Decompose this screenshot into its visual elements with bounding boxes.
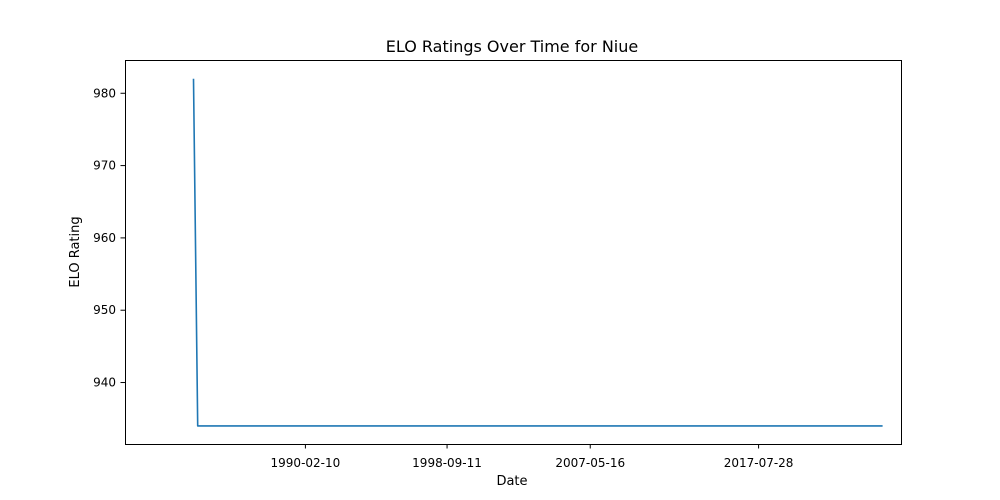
y-tick-label: 980 [93, 86, 116, 100]
y-tick-label: 960 [93, 231, 116, 245]
y-axis-label: ELO Rating [68, 216, 83, 287]
y-tick-label: 940 [93, 376, 116, 390]
y-tick-label: 950 [93, 303, 116, 317]
x-axis-label: Date [496, 474, 527, 489]
x-tick-label: 2007-05-16 [555, 456, 625, 470]
series-layer [192, 78, 883, 427]
x-axis: 1990-02-10 1998-09-11 2007-05-16 2017-07-28 [271, 444, 794, 470]
plot-area [125, 60, 902, 445]
y-axis: 940 950 960 970 980 [93, 86, 125, 390]
x-tick-label: 1990-02-10 [271, 456, 341, 470]
y-tick-label: 970 [93, 159, 116, 173]
chart-title: ELO Ratings Over Time for Niue [386, 37, 638, 56]
series-line [192, 78, 883, 427]
x-tick-label: 1998-09-11 [412, 456, 482, 470]
x-tick-label: 2017-07-28 [724, 456, 794, 470]
plot-frame [125, 60, 902, 445]
